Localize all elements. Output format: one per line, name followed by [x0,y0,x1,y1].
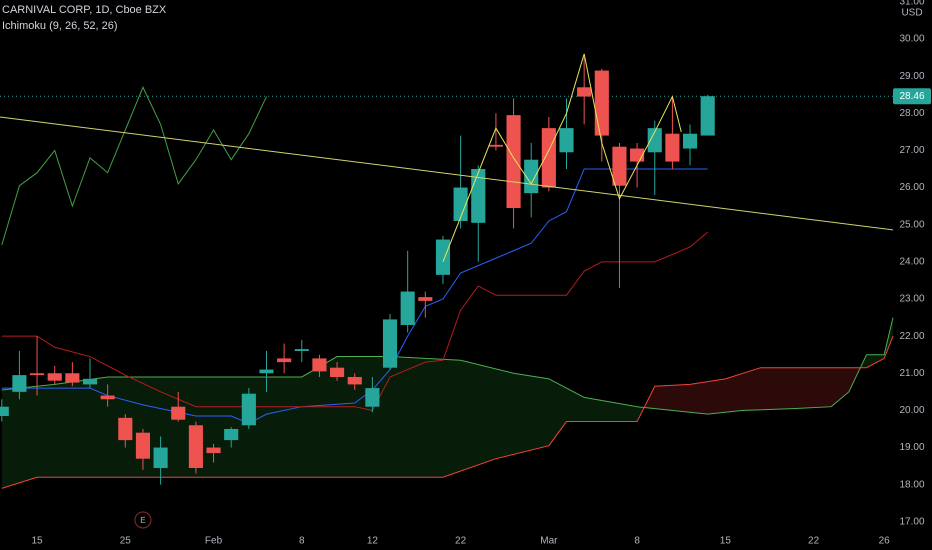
x-tick-label: 22 [808,536,820,547]
cloud-bullish [1,317,893,489]
span-a-line [1,317,894,415]
candle-body [312,358,327,372]
x-tick-label: 15 [720,536,732,547]
candle-body [382,319,398,368]
earnings-marker [134,511,152,529]
y-tick-label: 19.00 [899,442,924,453]
candle-body [0,406,9,416]
y-tick-label: 24.00 [899,256,924,267]
y-tick-label: 31.00 [899,0,924,7]
price-tag-label: 28.46 [899,91,924,102]
earnings-label: E [140,516,145,525]
candle-body [488,144,503,147]
y-axis-label: USD [901,8,922,19]
drawing-line [0,116,894,231]
candle-body [418,297,433,301]
candle-body [400,291,415,325]
indicator-line [1,168,708,424]
x-tick-label: 8 [299,536,305,547]
candle-body [241,393,256,426]
candle-body [118,417,133,441]
y-tick-label: 29.00 [899,71,924,82]
candle-body [365,388,380,407]
y-tick-label: 25.00 [899,219,924,230]
y-tick-label: 26.00 [899,182,924,193]
candle-body [259,369,274,374]
candle-body [188,425,203,468]
y-tick-label: 27.00 [899,145,924,156]
candle-body [206,447,221,454]
candle-body [330,367,345,377]
x-tick-label: Feb [205,536,223,547]
candle-body [224,428,239,441]
candle-body [82,378,98,385]
candle-body [541,128,556,188]
candle-body [153,447,168,468]
y-tick-label: 28.00 [899,108,924,119]
candle-body [30,373,45,376]
indicator-label: Ichimoku (9, 26, 52, 26) [2,20,118,32]
x-tick-label: 12 [367,536,379,547]
candle-body [435,239,451,275]
candle-body [559,128,574,153]
candle-body [100,395,115,400]
y-tick-label: 18.00 [899,479,924,490]
y-tick-label: 21.00 [899,368,924,379]
chart-title: CARNIVAL CORP, 1D, Cboe BZX [2,4,167,16]
indicator-line [1,231,709,411]
candle-body [594,70,609,136]
candle-body [453,187,468,221]
candle-body [135,432,151,459]
candle-body [647,128,662,153]
candle-body [277,358,292,363]
x-tick-label: Mar [540,536,558,547]
x-tick-label: 25 [120,536,132,547]
x-tick-label: 8 [634,536,640,547]
candle-body [294,349,309,351]
candle-body [171,406,186,420]
price-tag [893,88,931,105]
x-tick-label: 15 [31,536,43,547]
y-tick-label: 22.00 [899,331,924,342]
candle-body [577,87,592,97]
candle-body [612,146,627,186]
candle-body [65,373,80,383]
x-tick-label: 26 [879,536,891,547]
span-b-line [1,335,894,489]
candle-body [682,133,698,149]
candle-body [700,96,715,136]
plot-area: E [0,53,894,529]
x-tick-label: 22 [455,536,467,547]
candle-body [665,133,680,162]
candle-body [12,375,27,392]
y-tick-label: 17.00 [899,516,924,527]
drawing-line [442,53,682,263]
y-tick-label: 30.00 [899,34,924,45]
candle-body [506,115,521,208]
candle-body [347,376,362,385]
candle-body [47,373,62,381]
y-tick-label: 23.00 [899,294,924,305]
y-tick-label: 20.00 [899,405,924,416]
